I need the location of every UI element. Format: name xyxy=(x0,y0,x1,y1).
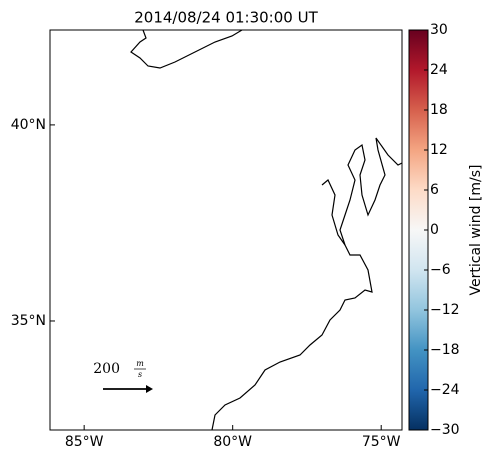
quiver-unit-denominator: s xyxy=(138,370,142,379)
colorbar-tick-label: 0 xyxy=(430,222,439,238)
colorbar-tick-label: −6 xyxy=(430,262,451,278)
quiver-unit-numerator: m xyxy=(136,359,144,368)
x-tick-label: 80°W xyxy=(213,434,252,450)
x-tick-label: 85°W xyxy=(65,434,104,450)
colorbar-tick-label: −24 xyxy=(430,382,460,398)
colorbar-tick-label: 30 xyxy=(430,22,448,38)
x-tick-label: 75°W xyxy=(362,434,401,450)
map-title: 2014/08/24 01:30:00 UT xyxy=(134,9,318,27)
colorbar-tick-label: −12 xyxy=(430,302,460,318)
colorbar-tick-label: 24 xyxy=(430,62,448,78)
colorbar-tick-label: 6 xyxy=(430,182,439,198)
colorbar-tick-label: 12 xyxy=(430,142,448,158)
lake-shore xyxy=(130,29,243,69)
quiver-key-value: 200 xyxy=(93,361,120,377)
map-frame xyxy=(49,29,403,431)
quiver-key: 200 m s xyxy=(93,359,153,393)
y-tick-label: 40°N xyxy=(11,117,46,133)
bay-shore xyxy=(321,179,346,246)
y-tick-label: 35°N xyxy=(11,313,46,329)
colorbar-tick-label: −30 xyxy=(430,422,460,438)
colorbar-label: Vertical wind [m/s] xyxy=(468,165,484,296)
quiver-arrow-head xyxy=(146,385,153,393)
colorbar-tick-label: 18 xyxy=(430,102,448,118)
colorbar-tick-label: −18 xyxy=(430,342,460,358)
